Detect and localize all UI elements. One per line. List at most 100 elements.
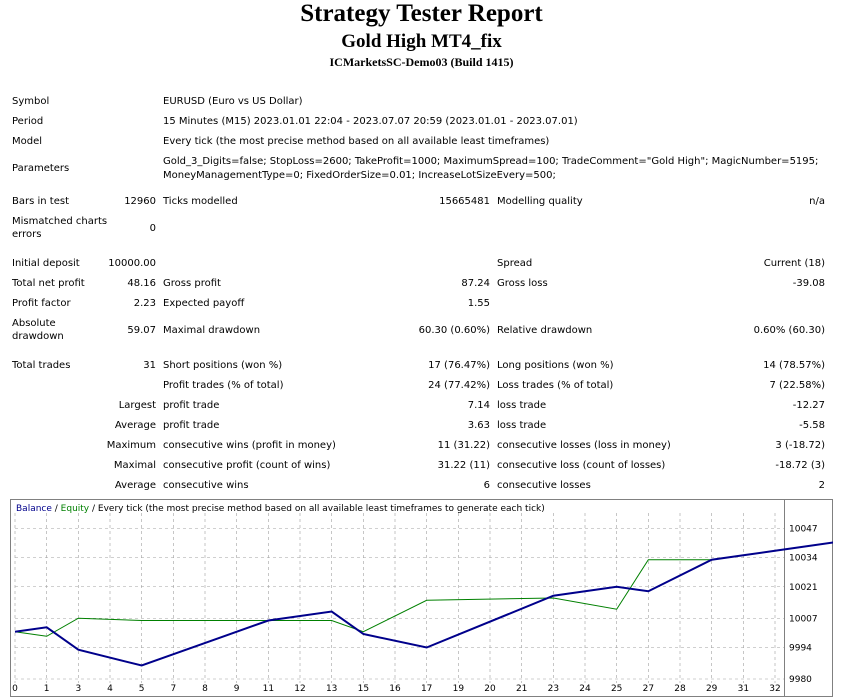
expected-payoff-label: Expected payoff [163, 298, 245, 309]
relative-drawdown-value: 0.60% (60.30) [753, 325, 825, 336]
x-tick-label: 3 [75, 684, 81, 694]
period-label: Period [12, 116, 44, 127]
largest-loss-value: -12.27 [792, 400, 825, 411]
mismatch-value: 0 [149, 223, 156, 234]
x-tick-label: 11 [263, 684, 274, 694]
x-tick-label: 28 [674, 684, 686, 694]
profit-trades-label: Profit trades (% of total) [163, 380, 284, 391]
x-tick-label: 21 [516, 684, 527, 694]
total-trades-label: Total trades [12, 360, 71, 371]
x-tick-labels: 0 1 3 4 5 7 8 9 11 12 13 15 16 17 19 20 21 23 24 25 27 28 29 31… [12, 684, 781, 694]
parameters-line-1: Gold_3_Digits=false; StopLoss=2600; Take… [163, 156, 819, 167]
gross-loss-label: Gross loss [497, 278, 548, 289]
spread-label: Spread [497, 258, 533, 269]
x-tick-label: 4 [107, 684, 113, 694]
chart-grid [14, 513, 784, 683]
absolute-drawdown-label-1: Absolute [12, 318, 56, 329]
x-tick-label: 31 [738, 684, 749, 694]
model-value: Every tick (the most precise method base… [163, 136, 550, 147]
average-profit-label: profit trade [163, 420, 220, 431]
average-loss-value: -5.58 [799, 420, 825, 431]
relative-drawdown-label: Relative drawdown [497, 325, 593, 336]
maximal-cons-loss-value: -18.72 (3) [775, 460, 825, 471]
x-tick-label: 16 [389, 684, 401, 694]
legend-model: Every tick (the most precise method base… [98, 504, 545, 514]
profit-trades-value: 24 (77.42%) [428, 380, 490, 391]
series-line-balance [14, 541, 833, 667]
mismatch-label-1: Mismatched charts [12, 216, 108, 227]
x-tick-label: 0 [12, 684, 18, 694]
x-tick-label: 32 [769, 684, 780, 694]
net-profit-value: 48.16 [127, 278, 156, 289]
ticks-value: 15665481 [439, 196, 490, 207]
x-tick-label: 1 [44, 684, 50, 694]
bars-value: 12960 [124, 196, 156, 207]
y-tick-label: 10034 [789, 554, 818, 564]
initial-deposit-label: Initial deposit [12, 258, 80, 269]
quality-value: n/a [809, 196, 825, 207]
maximal-cons-loss-label: consecutive loss (count of losses) [497, 460, 666, 471]
loss-trades-value: 7 (22.58%) [769, 380, 825, 391]
y-tick-labels: 9980 9994 10007 10021 10034 10047 [789, 524, 818, 685]
mismatch-label-2: errors [12, 229, 42, 240]
y-tick-label: 10047 [789, 524, 818, 534]
x-tick-label: 7 [170, 684, 176, 694]
x-tick-label: 29 [706, 684, 718, 694]
y-tick-label: 10007 [789, 614, 818, 624]
expected-payoff-value: 1.55 [467, 298, 490, 309]
y-tick-label: 10021 [789, 583, 818, 593]
maximal-label: Maximal [113, 460, 156, 471]
legend-balance: Balance [16, 504, 52, 514]
bars-label: Bars in test [12, 196, 69, 207]
gross-profit-value: 87.24 [461, 278, 490, 289]
profit-factor-value: 2.23 [133, 298, 156, 309]
loss-trades-label: Loss trades (% of total) [497, 380, 614, 391]
model-label: Model [12, 136, 43, 147]
net-profit-label: Total net profit [12, 278, 85, 289]
largest-profit-value: 7.14 [467, 400, 490, 411]
legend-separator-1: / [52, 504, 61, 514]
x-tick-label: 24 [579, 684, 591, 694]
expert-name: Gold High MT4_fix [341, 31, 502, 52]
absolute-drawdown-value: 59.07 [127, 325, 156, 336]
x-tick-label: 19 [453, 684, 465, 694]
max-cons-losses-label: consecutive losses (loss in money) [497, 440, 671, 451]
avg-cons-wins-label: consecutive wins [163, 480, 249, 491]
spread-value: Current (18) [763, 258, 825, 269]
avg-cons-losses-value: 2 [818, 480, 825, 491]
legend-equity: Equity [61, 504, 90, 514]
x-tick-label: 17 [421, 684, 432, 694]
x-tick-label: 5 [139, 684, 145, 694]
maximum-label: Maximum [106, 440, 156, 451]
avg-cons-wins-value: 6 [483, 480, 490, 491]
maximal-drawdown-value: 60.30 (0.60%) [418, 325, 490, 336]
average-profit-value: 3.63 [467, 420, 490, 431]
y-tick-label: 9994 [789, 644, 812, 654]
largest-loss-label: loss trade [497, 400, 547, 411]
total-trades-value: 31 [143, 360, 156, 371]
x-tick-label: 23 [548, 684, 559, 694]
x-tick-label: 15 [358, 684, 369, 694]
max-cons-wins-label: consecutive wins (profit in money) [163, 440, 336, 451]
avg-label: Average [114, 480, 156, 491]
maximal-cons-profit-label: consecutive profit (count of wins) [163, 460, 331, 471]
short-positions-value: 17 (76.47%) [428, 360, 490, 371]
x-tick-label: 9 [234, 684, 240, 694]
parameters-label: Parameters [12, 163, 70, 174]
avg-cons-losses-label: consecutive losses [497, 480, 591, 491]
chart-legend: Balance / Equity / Every tick (the most … [16, 504, 545, 514]
x-tick-label: 8 [202, 684, 208, 694]
short-positions-label: Short positions (won %) [163, 360, 283, 371]
quality-label: Modelling quality [497, 196, 583, 207]
x-tick-label: 12 [294, 684, 305, 694]
gross-loss-value: -39.08 [792, 278, 825, 289]
average-loss-label: loss trade [497, 420, 547, 431]
x-tick-label: 27 [643, 684, 654, 694]
parameters-line-2: MoneyManagementType=0; FixedOrderSize=0.… [163, 170, 556, 181]
average-label: Average [114, 420, 156, 431]
maximal-cons-profit-value: 31.22 (11) [437, 460, 490, 471]
maximal-drawdown-label: Maximal drawdown [163, 325, 261, 336]
server-build: ICMarketsSC-Demo03 (Build 1415) [329, 55, 514, 69]
largest-label: Largest [118, 400, 156, 411]
